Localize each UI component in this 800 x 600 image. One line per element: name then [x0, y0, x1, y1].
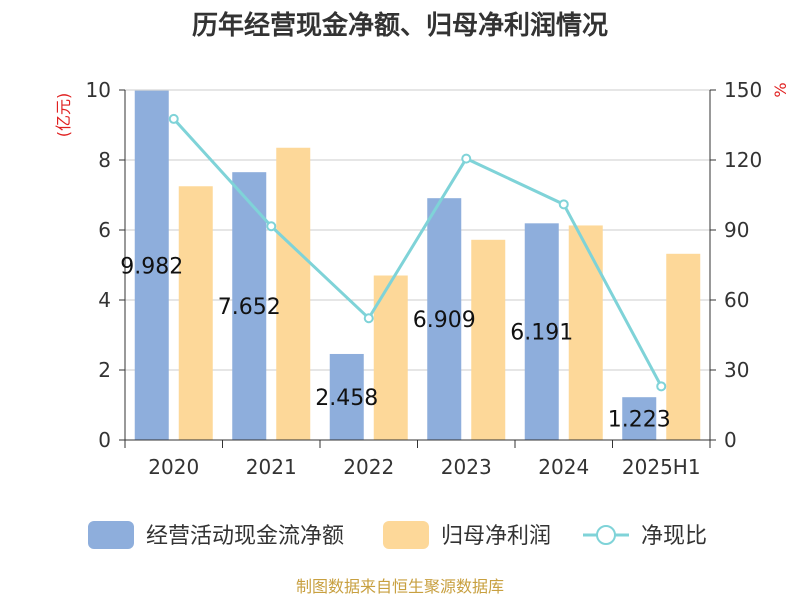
bar-cashflow	[232, 172, 267, 440]
left-tick-label: 0	[98, 428, 111, 452]
legend-label: 净现比	[641, 524, 707, 549]
left-tick-label: 10	[86, 78, 111, 102]
gridlines	[125, 89, 710, 371]
legend-label: 经营活动现金流净额	[146, 524, 344, 549]
source-note: 制图数据来自恒生聚源数据库	[296, 577, 504, 596]
axes: 0 2 4 6 8 10 0 30 60 90 120 150 2020 2021 2022 2023 2024…	[86, 78, 763, 479]
bar-net-profit	[276, 147, 311, 440]
line-point	[461, 153, 472, 164]
bar-cashflow	[329, 353, 364, 440]
data-label: 1.223	[608, 408, 671, 433]
right-tick-label: 0	[724, 428, 737, 452]
legend-swatch	[383, 521, 429, 549]
line-point	[656, 381, 667, 392]
x-tick-label: 2023	[441, 455, 492, 479]
chart-title: 历年经营现金净额、归母净利润情况	[192, 10, 608, 41]
right-tick-label: 90	[724, 218, 749, 242]
data-label: 7.652	[218, 295, 281, 320]
line-net-cash-ratio	[172, 117, 663, 388]
bar-cashflow	[427, 198, 462, 440]
bar-net-profit	[666, 253, 701, 440]
legend-label: 归母净利润	[441, 524, 551, 549]
data-label: 2.458	[315, 386, 378, 411]
bar-net-profit	[178, 186, 213, 440]
bar-cashflow	[622, 397, 657, 440]
data-label: 9.982	[120, 254, 183, 279]
bar-net-profit	[471, 239, 506, 440]
legend-swatch	[88, 521, 134, 549]
right-tick-label: 120	[724, 148, 762, 172]
data-label: 6.909	[413, 308, 476, 333]
line-point	[363, 313, 374, 324]
line-series	[168, 113, 667, 392]
x-tick-label: 2022	[343, 455, 394, 479]
legend-marker	[596, 525, 616, 545]
bar-cashflow	[524, 223, 559, 440]
line-point	[168, 113, 179, 124]
line-point	[558, 199, 569, 210]
bar-net-profit	[568, 225, 603, 440]
bar-cashflow	[134, 90, 169, 440]
left-axis-unit: (亿元)	[54, 93, 73, 138]
x-tick-label: 2021	[246, 455, 297, 479]
legend: 经营活动现金流净额 归母净利润 净现比	[88, 521, 707, 549]
left-tick-label: 4	[98, 288, 111, 312]
x-tick-label: 2025H1	[622, 455, 701, 479]
right-tick-label: 150	[724, 78, 762, 102]
data-label: 6.191	[510, 321, 573, 346]
line-point	[266, 221, 277, 232]
data-labels: 9.982 7.652 2.458 6.909 6.191 1.223	[120, 254, 670, 432]
left-tick-label: 2	[98, 358, 111, 382]
left-tick-label: 6	[98, 218, 111, 242]
right-tick-label: 60	[724, 288, 749, 312]
bar-series	[134, 90, 701, 440]
right-tick-label: 30	[724, 358, 749, 382]
x-tick-label: 2024	[538, 455, 589, 479]
x-tick-label: 2020	[148, 455, 199, 479]
right-axis-unit: %	[771, 82, 790, 97]
left-tick-label: 8	[98, 148, 111, 172]
